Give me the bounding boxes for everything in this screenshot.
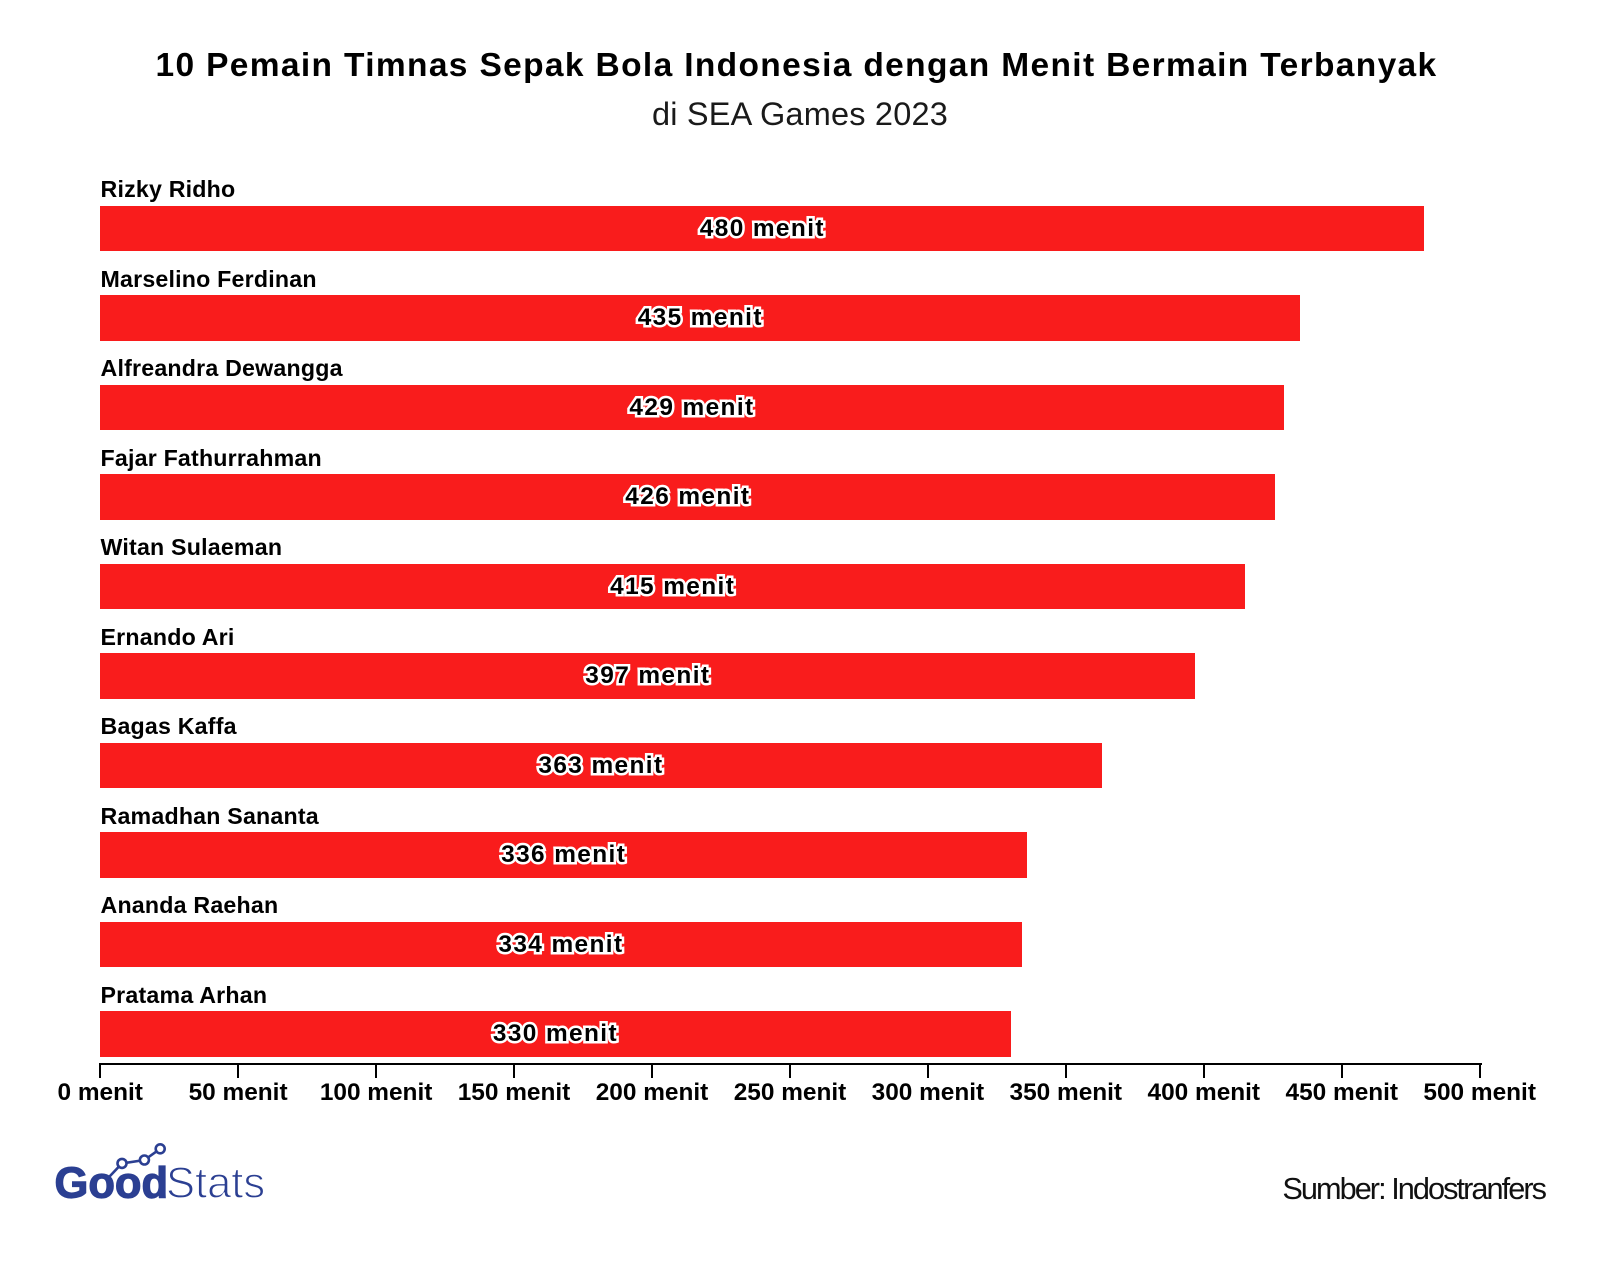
- svg-text:Stats: Stats: [166, 1160, 265, 1208]
- svg-text:Good: Good: [55, 1160, 169, 1208]
